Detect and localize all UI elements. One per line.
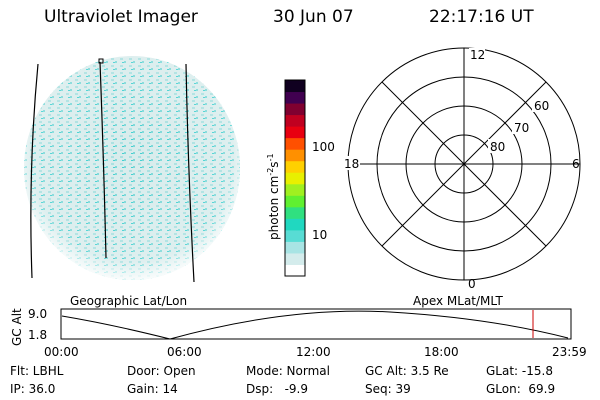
colorbar-stripe — [285, 114, 305, 127]
longitude-line-left — [30, 63, 39, 279]
longitude-line-mid — [99, 61, 107, 259]
altitude-timeline — [60, 308, 572, 340]
altitude-curve — [61, 310, 569, 340]
colorbar-stripes — [285, 80, 305, 277]
glat-info: GLat: -15.8 — [486, 364, 553, 378]
mlt-label-6: 6 — [572, 157, 580, 171]
colorbar-stripe — [285, 241, 305, 254]
colorbar-stripe — [285, 172, 305, 185]
y-tick-9: 9.0 — [28, 307, 48, 321]
ip-info: IP: 36.0 — [10, 382, 56, 396]
timeline-right-label: Apex MLat/MLT — [413, 294, 503, 308]
colorbar-stripe — [285, 229, 305, 242]
gc-alt-info: GC Alt: 3.5 Re — [365, 364, 449, 378]
colorbar-stripe — [285, 183, 305, 196]
colorbar-stripe — [285, 103, 305, 116]
colorbar-tick-100: 100 — [312, 140, 335, 154]
pole-marker — [98, 58, 104, 64]
mlt-label-0: 0 — [468, 277, 476, 291]
mlt-label-18: 18 — [344, 157, 359, 171]
x-tick-0000: 00:00 — [44, 345, 79, 359]
instrument-title: Ultraviolet Imager — [44, 7, 198, 27]
longitude-line-right — [185, 63, 195, 283]
gain-info: Gain: 14 — [127, 382, 178, 396]
timeline-frame — [60, 308, 572, 340]
colorbar-stripe — [285, 137, 305, 150]
lat-label-60: 60 — [534, 99, 549, 113]
colorbar-stripe — [285, 126, 305, 139]
colorbar-stripe — [285, 160, 305, 173]
earth-image — [24, 56, 240, 283]
colorbar-label: photon cm-2s-1 — [266, 153, 281, 240]
dsp-info: Dsp: -9.9 — [246, 382, 309, 396]
colorbar-stripe — [285, 195, 305, 208]
colorbar-stripe — [285, 149, 305, 162]
time-label: 22:17:16 UT — [429, 7, 534, 27]
lat-label-70: 70 — [514, 121, 529, 135]
colorbar-stripe — [285, 264, 305, 277]
colorbar — [284, 79, 306, 277]
polar-plot: 12 18 6 0 60 70 80 — [342, 47, 581, 291]
x-tick-2359: 23:59 — [552, 345, 587, 359]
lat-label-80: 80 — [490, 140, 505, 154]
x-tick-0600: 06:00 — [167, 345, 202, 359]
colorbar-stripe — [285, 206, 305, 219]
x-tick-1200: 12:00 — [296, 345, 331, 359]
earth-limb-fade — [24, 56, 240, 280]
mode-info: Mode: Normal — [246, 364, 330, 378]
colorbar-stripe — [285, 80, 305, 93]
filter-info: Flt: LBHL — [10, 364, 64, 378]
colorbar-stripe — [285, 91, 305, 104]
colorbar-stripe — [285, 218, 305, 231]
seq-info: Seq: 39 — [365, 382, 411, 396]
colorbar-stripe — [285, 252, 305, 265]
glon-info: GLon: 69.9 — [486, 382, 556, 396]
x-tick-1800: 18:00 — [424, 345, 459, 359]
timeline-left-label: Geographic Lat/Lon — [70, 294, 188, 308]
door-info: Door: Open — [127, 364, 196, 378]
mlt-label-12: 12 — [470, 48, 485, 62]
colorbar-tick-10: 10 — [312, 228, 328, 242]
date-label: 30 Jun 07 — [273, 7, 354, 27]
gc-alt-axis-label: GC Alt — [10, 308, 24, 346]
y-tick-1-8: 1.8 — [28, 328, 48, 342]
colorbar-frame — [284, 79, 306, 277]
polar-diag-2 — [381, 81, 547, 247]
